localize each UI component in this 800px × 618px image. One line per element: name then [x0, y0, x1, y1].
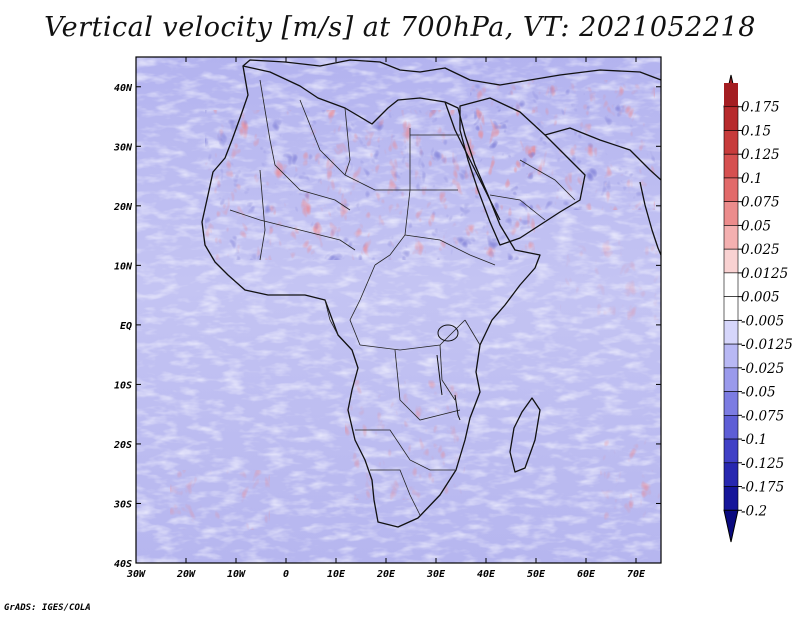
colorbar-segment — [723, 343, 739, 369]
credit-label: GrADS: IGES/COLA — [4, 603, 91, 613]
lon-tick-label: 50E — [527, 569, 546, 580]
colorbar-segment — [723, 438, 739, 464]
colorbar-segment — [723, 320, 739, 345]
colorbar-segment — [723, 225, 739, 250]
velocity-field — [136, 57, 661, 563]
colorbar-segment — [723, 106, 739, 131]
colorbar-segment — [724, 83, 738, 107]
lat-tick-label: 30N — [113, 142, 133, 153]
colorbar-label: -0.075 — [741, 408, 784, 424]
lat-tick-label: 10S — [114, 380, 132, 391]
colorbar-segment — [723, 462, 739, 487]
colorbar-label: -0.2 — [741, 503, 767, 519]
lon-tick-label: 70E — [627, 569, 646, 580]
coastlines — [201, 59, 661, 528]
colorbar-label: 0.125 — [741, 147, 780, 163]
colorbar-label: -0.1 — [741, 432, 767, 448]
colorbar-segment — [723, 201, 739, 226]
colorbar-label: 0.15 — [741, 123, 771, 139]
lat-tick-label: 30S — [113, 499, 132, 510]
country-borders — [229, 79, 576, 516]
colorbar-label: 0.025 — [741, 242, 780, 258]
lat-tick-label: 40S — [114, 559, 132, 570]
colorbar-label: -0.005 — [741, 313, 784, 329]
colorbar-segment — [723, 415, 739, 440]
colorbar-label: 0.05 — [741, 218, 771, 234]
colorbar-segment — [723, 272, 739, 297]
lon-tick-label: 20W — [176, 569, 196, 580]
map-frame — [135, 56, 662, 564]
colorbar-label: -0.05 — [741, 385, 776, 401]
lon-tick-label: 60E — [577, 569, 596, 580]
colorbar-label: 0.0125 — [741, 266, 788, 282]
chart-title: Vertical velocity [m/s] at 700hPa, VT: 2… — [44, 12, 756, 43]
colorbar-segment — [723, 248, 739, 274]
lat-tick-label: 40N — [114, 83, 133, 94]
lon-tick-label: 10W — [227, 569, 246, 580]
colorbar-segment — [723, 367, 739, 392]
colorbar-segment — [723, 153, 739, 179]
lon-tick-label: 20E — [376, 569, 396, 580]
colorbar-label: -0.025 — [741, 361, 784, 377]
lon-tick-label: 30E — [426, 569, 446, 580]
colorbar-label: 0.005 — [741, 290, 780, 306]
colorbar-segment — [723, 296, 739, 321]
lon-tick-label: 30W — [126, 569, 146, 580]
colorbar-label: 0.175 — [741, 100, 780, 116]
lat-tick-label: EQ — [120, 321, 132, 332]
lon-tick-label: 0 — [283, 569, 289, 580]
colorbar-triangle-bottom — [723, 509, 739, 543]
lon-tick-label: 10E — [327, 569, 346, 580]
colorbar-label: -0.175 — [741, 480, 784, 496]
lat-tick-label: 10N — [114, 261, 133, 272]
colorbar-segment — [723, 486, 739, 511]
lon-tick-label: 40E — [477, 569, 496, 580]
colorbar-segment — [723, 391, 739, 416]
colorbar: 0.175 0.15 0.125 0.1 0.075 0.05 0.025 0.0125 0.0… — [723, 74, 793, 543]
colorbar-label: -0.0125 — [741, 337, 793, 353]
lakes — [436, 324, 461, 421]
colorbar-segment — [723, 130, 739, 155]
colorbar-segment — [723, 177, 739, 202]
lat-tick-label: 20N — [113, 202, 133, 213]
colorbar-label: 0.1 — [741, 171, 762, 187]
map-axes: 30W 20W 10W 0 10E 20E 30E 40E 50E 60E 70E 40N 30N 20N… — [113, 57, 661, 580]
lat-tick-label: 20S — [113, 440, 132, 451]
colorbar-label: -0.125 — [741, 456, 784, 472]
colorbar-label: 0.075 — [741, 195, 780, 211]
